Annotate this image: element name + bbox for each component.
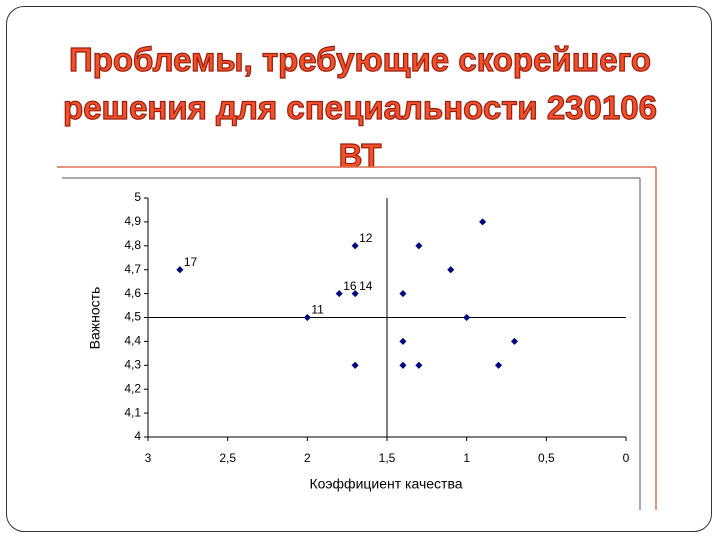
x-tick-label: 1,5 bbox=[379, 451, 396, 465]
x-axis-label: Коэффициент качества bbox=[309, 476, 462, 492]
slide-title: Проблемы, требующие скорейшего решения д… bbox=[62, 40, 657, 174]
point bbox=[510, 337, 519, 345]
y-tick-label: 4,3 bbox=[124, 357, 141, 371]
x-tick-label: 0,5 bbox=[538, 451, 555, 465]
y-tick-label: 4,8 bbox=[124, 238, 141, 252]
slide bbox=[6, 6, 712, 532]
point bbox=[479, 218, 487, 226]
y-tick-label: 4 bbox=[134, 429, 141, 443]
x-tick-label: 0 bbox=[623, 451, 630, 465]
point-label: 14 bbox=[359, 279, 373, 293]
y-tick-label: 4,4 bbox=[124, 334, 141, 348]
y-axis-label: Важность bbox=[87, 287, 103, 350]
x-tick-label: 2 bbox=[304, 451, 311, 465]
x-tick-label: 1 bbox=[463, 451, 470, 465]
point bbox=[494, 361, 503, 369]
point-label: 11 bbox=[311, 303, 324, 317]
point bbox=[415, 361, 423, 369]
y-tick-label: 4,9 bbox=[124, 214, 141, 228]
y-tick-label: 4,1 bbox=[124, 405, 141, 419]
point bbox=[399, 361, 407, 369]
point bbox=[303, 313, 311, 322]
point bbox=[399, 337, 407, 345]
y-tick-label: 4,2 bbox=[124, 381, 141, 395]
point bbox=[463, 313, 471, 322]
point bbox=[335, 290, 343, 298]
y-tick-label: 4,6 bbox=[124, 286, 141, 300]
y-tick-label: 4,5 bbox=[124, 310, 141, 324]
point-label: 16 bbox=[343, 279, 357, 293]
point bbox=[351, 290, 359, 298]
point bbox=[399, 290, 407, 298]
x-tick-label: 3 bbox=[145, 451, 152, 465]
point-label: 12 bbox=[359, 231, 373, 245]
point bbox=[351, 361, 359, 369]
y-tick-label: 5 bbox=[134, 190, 141, 204]
point bbox=[176, 266, 184, 274]
y-tick-label: 4,7 bbox=[124, 262, 141, 276]
point bbox=[447, 266, 455, 274]
x-tick-label: 2,5 bbox=[219, 451, 236, 465]
point bbox=[415, 242, 423, 250]
point bbox=[351, 242, 359, 250]
point-label: 17 bbox=[184, 255, 198, 269]
